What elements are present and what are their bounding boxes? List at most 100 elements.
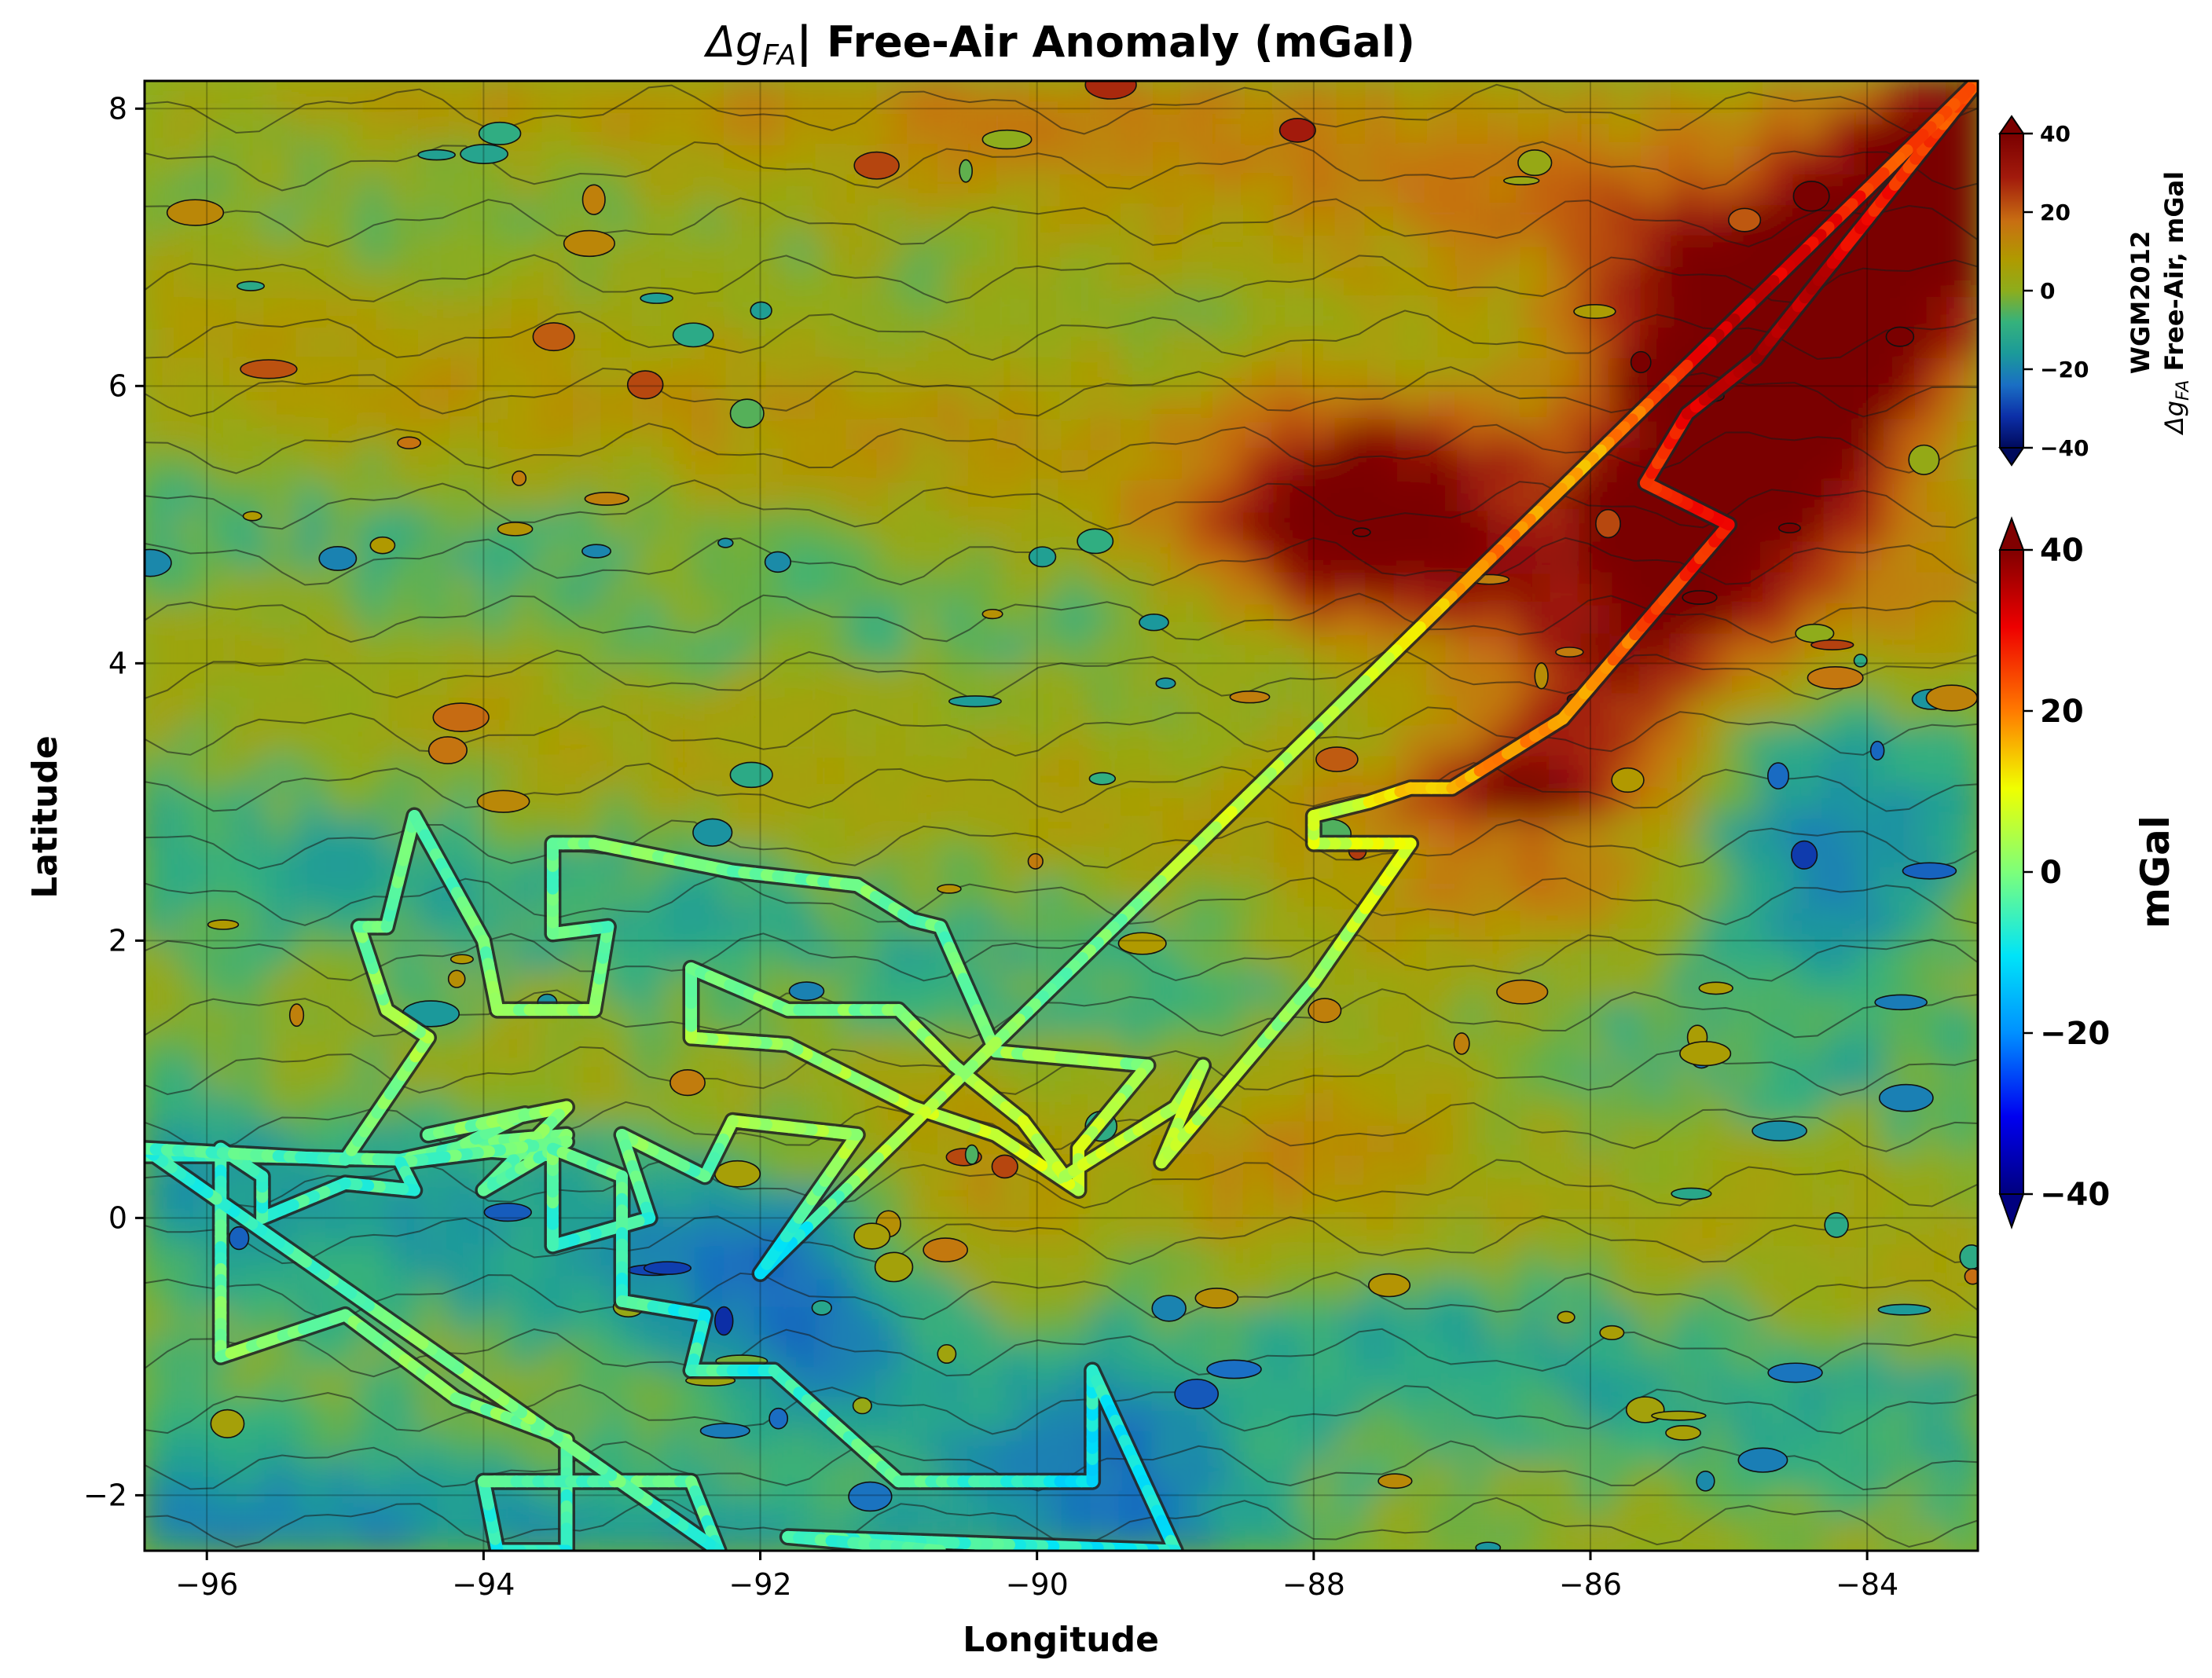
field-cell: [1884, 1488, 1919, 1522]
field-cell: [1090, 262, 1124, 297]
field-cell: [204, 875, 238, 910]
field-cell: [540, 201, 574, 236]
field-cell: [967, 324, 1002, 358]
field-cell: [387, 507, 421, 542]
field-cell: [1517, 1212, 1552, 1247]
field-cell: [1823, 1519, 1858, 1551]
field-cell: [204, 81, 238, 113]
field-cell: [326, 446, 361, 481]
field-cell: [1701, 1427, 1735, 1461]
field-cell: [1579, 538, 1613, 573]
field-cell: [1151, 81, 1186, 113]
field-cell: [1946, 1090, 1978, 1124]
field-cell: [1090, 691, 1124, 726]
field-cell: [1182, 1243, 1216, 1277]
field-cell: [387, 81, 421, 113]
field-cell: [479, 1028, 513, 1063]
field-cell: [570, 783, 605, 818]
contour-blob: [563, 229, 615, 258]
field-cell: [815, 232, 849, 266]
field-cell: [967, 416, 1002, 450]
field-cell: [1548, 1396, 1583, 1431]
field-cell: [295, 109, 330, 144]
field-cell: [357, 385, 391, 420]
field-cell: [876, 722, 911, 757]
contour-blob: [1792, 181, 1830, 212]
field-cell: [1182, 170, 1216, 205]
field-cell: [754, 722, 788, 757]
field-cell: [1304, 385, 1338, 420]
field-cell: [1609, 998, 1644, 1032]
field-cell: [662, 661, 696, 695]
field-cell: [1456, 385, 1491, 420]
field-cell: [1456, 507, 1491, 542]
field-cell: [1946, 324, 1978, 358]
field-cell: [1242, 1243, 1277, 1277]
field-cell: [784, 814, 819, 848]
field-cell: [1854, 844, 1888, 879]
field-cell: [1731, 569, 1766, 603]
contour-blob: [1475, 1541, 1502, 1551]
field-cell: [204, 385, 238, 420]
field-cell: [357, 201, 391, 236]
field-cell: [1640, 1182, 1675, 1216]
field-cell: [998, 906, 1033, 940]
field-cell: [998, 1243, 1033, 1277]
field-cell: [1426, 1457, 1460, 1492]
field-cell: [387, 140, 421, 174]
field-cell: [1396, 722, 1430, 757]
field-cell: [876, 967, 911, 1002]
field-cell: [540, 1335, 574, 1369]
field-cell: [1242, 354, 1277, 389]
field-cell: [632, 262, 666, 297]
field-cell: [815, 753, 849, 787]
field-cell: [723, 1457, 758, 1492]
field-cell: [1579, 1028, 1613, 1063]
field-cell: [1426, 1090, 1460, 1124]
field-cell: [1304, 1427, 1338, 1461]
field-cell: [1334, 1427, 1369, 1461]
field-cell: [1487, 1212, 1521, 1247]
field-cell: [1731, 783, 1766, 818]
field-cell: [1059, 416, 1094, 450]
contour-blob: [853, 151, 900, 180]
field-cell: [876, 477, 911, 511]
field-cell: [234, 753, 269, 787]
field-cell: [570, 630, 605, 665]
field-cell: [1151, 324, 1186, 358]
field-cell: [1671, 630, 1705, 665]
field-cell: [1517, 936, 1552, 971]
contour-line: [145, 83, 1978, 135]
field-cell: [1273, 416, 1308, 450]
field-cell: [1823, 1365, 1858, 1400]
field-cell: [1304, 201, 1338, 236]
field-cell: [1090, 569, 1124, 603]
cb1-bar: [1999, 133, 2024, 449]
field-cell: [937, 1427, 971, 1461]
field-cell: [204, 936, 238, 971]
field-cell: [1304, 507, 1338, 542]
field-cell: [1487, 324, 1521, 358]
field-cell: [1212, 967, 1246, 1002]
field-cell: [1273, 1059, 1308, 1094]
field-cell: [1365, 722, 1399, 757]
field-cell: [1792, 1151, 1827, 1185]
field-cell: [1212, 170, 1246, 205]
field-cell: [1242, 661, 1277, 695]
field-cell: [1640, 1304, 1675, 1339]
field-cell: [145, 354, 177, 389]
field-cell: [1640, 1059, 1675, 1094]
field-cell: [1182, 936, 1216, 971]
field-cell: [448, 477, 482, 511]
field-cell: [692, 1243, 727, 1277]
field-cell: [1212, 385, 1246, 420]
field-cell: [1517, 293, 1552, 328]
field-cell: [1456, 1120, 1491, 1155]
field-cell: [1946, 1365, 1978, 1400]
field-cell: [357, 1427, 391, 1461]
field-cell: [1090, 477, 1124, 511]
field-cell: [784, 262, 819, 297]
field-cell: [1212, 630, 1246, 665]
contour-blob: [1698, 981, 1733, 995]
field-cell: [1334, 1273, 1369, 1308]
